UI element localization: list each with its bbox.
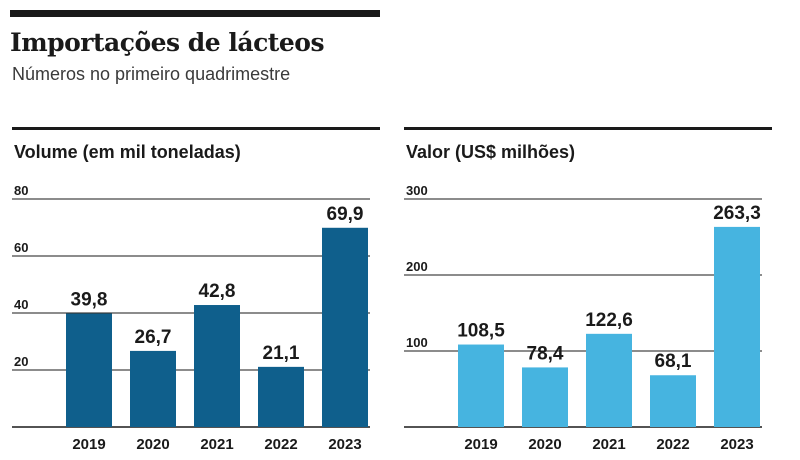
valor-x-tick-label-2020: 2020 [528, 436, 561, 453]
volume-value-label-2020: 26,7 [135, 327, 172, 348]
valor-bar-2023 [714, 226, 760, 427]
volume-x-tick-label-2022: 2022 [264, 436, 297, 453]
volume-y-tick-label: 80 [14, 185, 28, 198]
valor-bar-2021 [586, 333, 632, 427]
valor-bar-2019 [458, 344, 504, 427]
chart-subtitle: Números no primeiro quadrimestre [12, 64, 291, 84]
volume-x-tick-label-2021: 2021 [200, 436, 233, 453]
volume-bar-2019 [66, 313, 112, 427]
valor-bar-2020 [522, 367, 568, 427]
volume-value-label-2022: 21,1 [263, 343, 300, 364]
valor-chart-title: Valor (US$ milhões) [406, 142, 576, 162]
volume-chart-title: Volume (em mil toneladas) [14, 142, 241, 162]
volume-chart-panel: Volume (em mil toneladas) 20 40 60 80 39,8 20… [12, 127, 380, 453]
volume-value-label-2019: 39,8 [71, 290, 108, 311]
volume-bar-2021 [194, 305, 240, 427]
valor-value-label-2021: 122,6 [585, 310, 633, 331]
chart-title: Importações de lácteos [10, 28, 325, 57]
valor-y-tick-label: 200 [406, 259, 428, 274]
valor-y-tick-label: 100 [406, 335, 428, 350]
valor-x-tick-label-2022: 2022 [656, 436, 689, 453]
valor-value-label-2023: 263,3 [713, 203, 761, 224]
volume-y-tick-label: 60 [14, 240, 28, 255]
valor-bar-2022 [650, 375, 696, 427]
volume-value-label-2023: 69,9 [327, 204, 364, 225]
volume-x-tick-label-2023: 2023 [328, 436, 361, 453]
valor-chart-panel: Valor (US$ milhões) 100 200 300 108,5 2019 78… [404, 127, 772, 453]
valor-x-tick-label-2023: 2023 [720, 436, 753, 453]
valor-y-tick-label: 300 [406, 185, 428, 198]
valor-bar-chart: 100 200 300 108,5 2019 78,4 2020 122,6 2021 68,1 2… [404, 185, 762, 453]
volume-y-tick-label: 40 [14, 297, 28, 312]
valor-value-label-2019: 108,5 [457, 321, 505, 342]
volume-bar-chart: 20 40 60 80 39,8 2019 26,7 2020 42,8 2021 21,1 2022… [12, 185, 370, 453]
volume-x-tick-label-2019: 2019 [72, 436, 105, 453]
volume-bar-2022 [258, 366, 304, 427]
valor-value-label-2020: 78,4 [527, 343, 564, 364]
volume-bar-2020 [130, 350, 176, 427]
header-top-rule [10, 10, 380, 17]
volume-value-label-2021: 42,8 [199, 281, 236, 302]
volume-x-tick-label-2020: 2020 [136, 436, 169, 453]
valor-x-tick-label-2019: 2019 [464, 436, 497, 453]
valor-panel-rule [404, 127, 772, 130]
volume-bar-2023 [322, 227, 368, 427]
volume-y-tick-label: 20 [14, 354, 28, 369]
valor-x-tick-label-2021: 2021 [592, 436, 625, 453]
valor-value-label-2022: 68,1 [655, 351, 692, 372]
volume-panel-rule [12, 127, 380, 130]
